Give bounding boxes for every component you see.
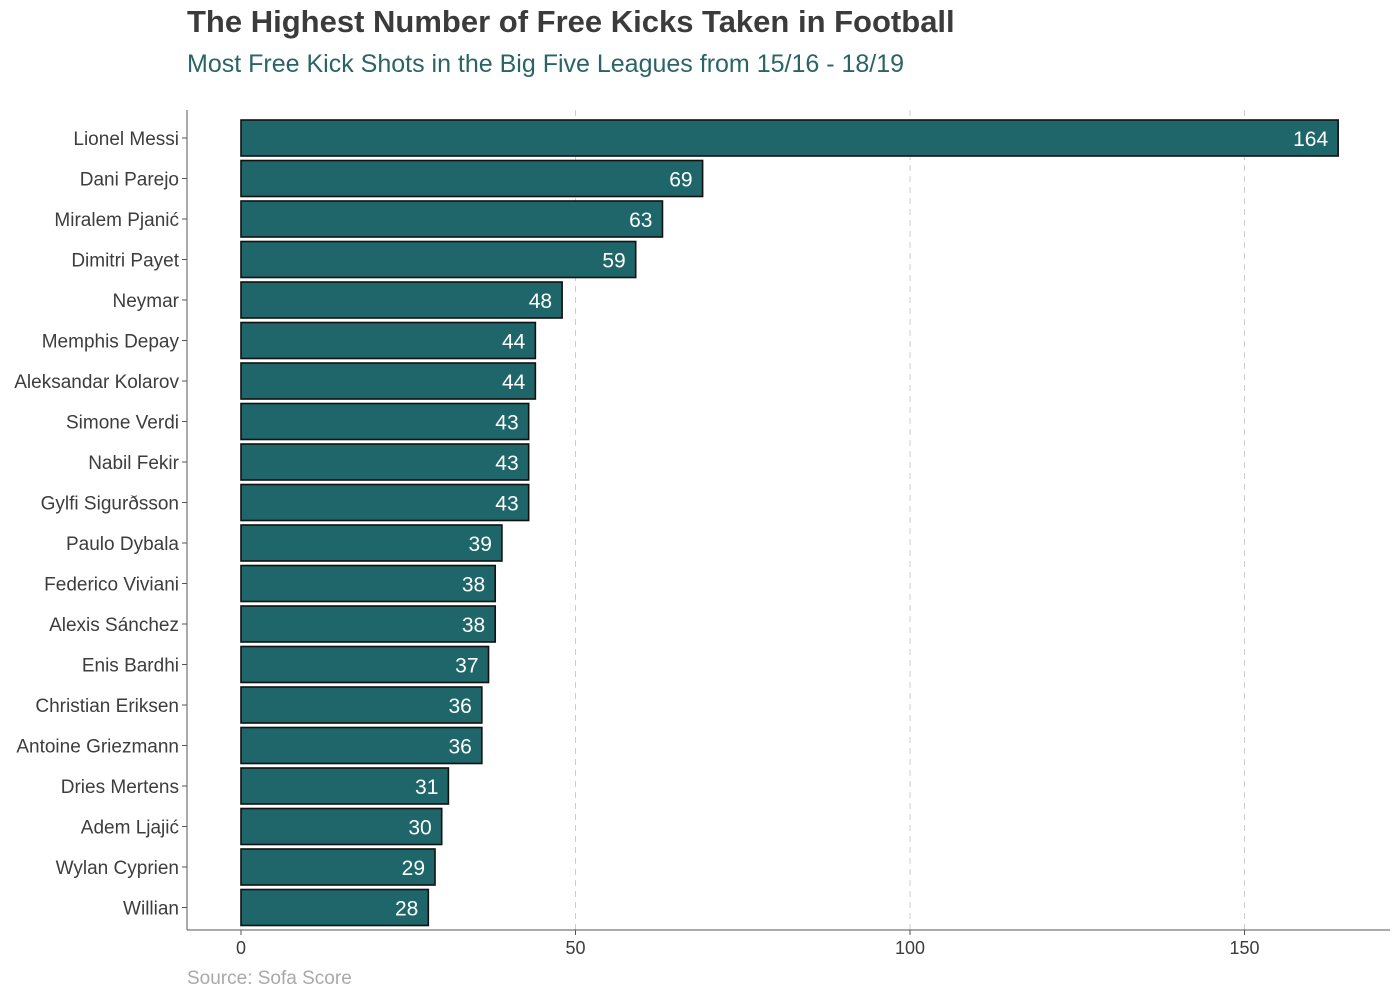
bar-value-label: 28 — [395, 898, 418, 921]
bar — [240, 281, 563, 319]
y-tick-label: Christian Eriksen — [35, 696, 179, 717]
bar — [240, 605, 497, 643]
y-tick-label: Enis Bardhi — [82, 656, 179, 677]
x-tick-label: 100 — [895, 938, 925, 958]
bar — [240, 645, 490, 684]
bar — [240, 726, 483, 765]
chart-subtitle: Most Free Kick Shots in the Big Five Lea… — [187, 50, 905, 78]
bar-value-label: 43 — [495, 493, 518, 516]
bar-value-label: 44 — [502, 331, 526, 354]
bar-value-label: 31 — [415, 776, 438, 799]
bar — [240, 200, 664, 238]
y-tick-label: Willian — [123, 899, 179, 920]
y-tick-label: Paulo Dybala — [66, 534, 179, 555]
bar — [240, 159, 704, 198]
bar-value-label: 69 — [669, 169, 692, 192]
y-tick-label: Simone Verdi — [66, 413, 179, 434]
bar-value-label: 59 — [602, 250, 625, 273]
bar-value-label: 38 — [462, 574, 485, 597]
y-tick-label: Federico Viviani — [44, 575, 179, 596]
bar — [240, 443, 530, 481]
bar — [240, 402, 530, 441]
bar-value-label: 39 — [469, 533, 492, 556]
bar — [240, 767, 450, 805]
bar-value-label: 37 — [455, 655, 478, 678]
bar — [240, 119, 1339, 157]
y-tick-label: Memphis Depay — [42, 332, 180, 353]
bar — [240, 686, 483, 724]
x-tick-label: 50 — [565, 938, 585, 958]
grid-lines — [575, 110, 1245, 930]
bar — [240, 240, 637, 279]
bar-value-label: 48 — [529, 290, 552, 313]
bar-value-label: 44 — [502, 371, 526, 394]
bar — [240, 848, 436, 886]
bar — [240, 362, 537, 400]
bar-value-label: 164 — [1293, 128, 1328, 151]
x-tick-label: 150 — [1229, 938, 1259, 958]
bar — [240, 888, 430, 927]
y-tick-label: Neymar — [112, 291, 179, 312]
y-tick-label: Dries Mertens — [61, 777, 179, 798]
bars: 1646963594844444343433938383736363130292… — [240, 119, 1339, 927]
chart-title: The Highest Number of Free Kicks Taken i… — [187, 4, 955, 39]
bar-value-label: 36 — [448, 695, 471, 718]
y-tick-label: Dimitri Payet — [71, 251, 179, 272]
bar — [240, 321, 537, 360]
y-tick-label: Antoine Griezmann — [16, 737, 179, 758]
x-tick-label: 0 — [236, 938, 246, 958]
y-tick-label: Adem Ljajić — [81, 818, 179, 839]
y-tick-label: Miralem Pjanić — [54, 210, 179, 231]
y-tick-label: Nabil Fekir — [88, 453, 179, 474]
axes: Lionel Messi Dani Parejo Miralem Pjanić Dim… — [14, 110, 1390, 958]
bar-value-label: 29 — [402, 857, 425, 880]
y-tick-label: Aleksandar Kolarov — [14, 372, 179, 393]
bar — [240, 564, 497, 603]
bar-value-label: 63 — [629, 209, 652, 232]
bar — [240, 807, 443, 846]
bar-value-label: 43 — [495, 452, 518, 475]
bar-value-label: 38 — [462, 614, 485, 637]
bar-value-label: 36 — [448, 736, 471, 759]
y-tick-label: Alexis Sánchez — [49, 615, 179, 636]
source-caption: Source: Sofa Score — [187, 968, 352, 989]
bar — [240, 524, 503, 562]
y-tick-label: Dani Parejo — [80, 170, 179, 191]
bar-value-label: 30 — [408, 817, 431, 840]
bar — [240, 483, 530, 522]
y-tick-label: Gylfi Sigurðsson — [41, 494, 179, 515]
y-tick-label: Lionel Messi — [73, 129, 179, 150]
bar-value-label: 43 — [495, 412, 518, 435]
y-tick-label: Wylan Cyprien — [56, 858, 179, 879]
